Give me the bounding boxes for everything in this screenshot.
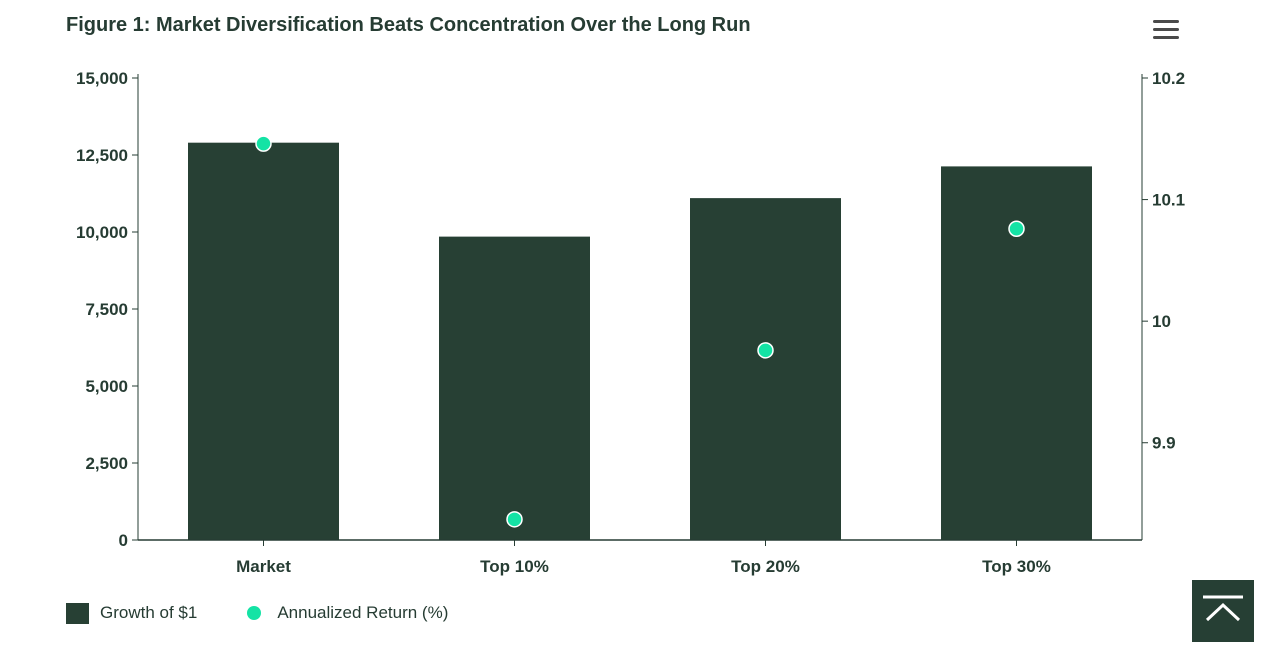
y-right-tick-label: 9.9 [1152,434,1176,453]
x-tick-label: Market [236,557,291,576]
return-point-2[interactable] [506,511,523,528]
y-left-tick-label: 12,500 [76,146,128,165]
return-point-3[interactable] [757,342,774,359]
bar-3[interactable] [690,198,841,540]
y-left-tick-label: 10,000 [76,223,128,242]
legend-item-growth[interactable]: Growth of $1 [66,602,198,624]
legend-item-return[interactable]: Annualized Return (%) [247,603,448,623]
menu-line [1153,36,1179,39]
bar-2[interactable] [439,236,590,540]
y-right-tick-label: 10 [1152,312,1171,331]
y-left-tick-label: 0 [119,531,128,550]
x-tick-label: Top 20% [731,557,800,576]
legend-label-return: Annualized Return (%) [277,603,449,622]
legend-label-growth: Growth of $1 [100,603,198,622]
y-right-tick-label: 10.1 [1152,191,1185,210]
return-point-4[interactable] [1008,220,1025,238]
x-tick-label: Top 30% [982,557,1051,576]
y-left-tick-label: 2,500 [85,454,128,473]
legend-swatch-dot [247,606,262,620]
menu-line [1153,28,1179,31]
menu-line [1153,20,1179,23]
x-tick-label: Top 10% [480,557,549,576]
hamburger-menu-icon[interactable] [1152,18,1180,42]
chevron-up-icon [1203,595,1243,622]
y-right-tick-label: 10.2 [1152,69,1185,88]
y-left-tick-label: 5,000 [85,377,128,396]
y-left-tick-label: 15,000 [76,69,128,88]
return-point-1[interactable] [255,135,272,152]
legend-swatch-bar [66,602,89,624]
scroll-to-top-button[interactable] [1192,580,1254,642]
bar-1[interactable] [188,142,339,540]
chart-title: Figure 1: Market Diversification Beats C… [66,14,751,36]
chart-canvas: 0 2,500 5,000 7,500 10,000 12,500 15,000 9.9 10 1… [76,69,1185,576]
chart-legend: Growth of $1 Annualized Return (%) [66,601,498,625]
y-left-tick-label: 7,500 [85,300,128,319]
